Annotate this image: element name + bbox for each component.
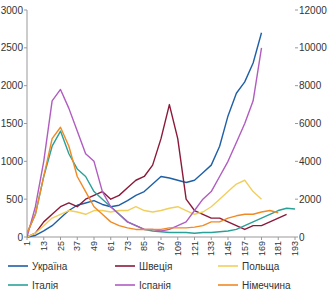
x-tick-label: 13 (39, 241, 49, 251)
x-tick-label: 61 (106, 241, 116, 251)
legend-swatch (218, 265, 238, 267)
legend-swatch (115, 284, 135, 286)
y-tick-label: 2500 (1, 42, 24, 53)
x-tick-label: 49 (89, 241, 99, 251)
y2-tick (295, 47, 298, 48)
legend-label: Швеція (139, 261, 172, 272)
y-tick (24, 10, 27, 11)
x-tick (194, 237, 195, 240)
chart: 0 500 1000 1500 2000 2500 3000 0 2000 4000 6000 800… (0, 0, 331, 295)
x-tick (43, 237, 44, 240)
x-tick (177, 237, 178, 240)
y-tick-label: 500 (6, 194, 23, 205)
x-tick-label: 145 (223, 241, 233, 256)
series-line (27, 48, 262, 237)
y2-tick-label: 6000 (299, 118, 322, 129)
y-tick-label: 3000 (1, 5, 24, 16)
y2-tick (295, 199, 298, 200)
x-tick-label: 181 (273, 241, 283, 256)
y-tick (24, 123, 27, 124)
legend-label: Україна (32, 261, 68, 272)
legend-swatch (115, 265, 135, 267)
x-tick-label: 97 (156, 241, 166, 251)
series-line (27, 105, 287, 237)
series-line (27, 180, 262, 237)
x-tick (261, 237, 262, 240)
x-tick (94, 237, 95, 240)
x-tick-label: 1 (22, 241, 32, 246)
x-tick (161, 237, 162, 240)
y-tick-label: 1500 (1, 118, 24, 129)
x-tick-label: 157 (240, 241, 250, 256)
x-tick (244, 237, 245, 240)
x-tick-label: 109 (173, 241, 183, 256)
x-tick (278, 237, 279, 240)
legend-label: Польща (242, 261, 280, 272)
x-tick-label: 73 (123, 241, 133, 251)
y-tick (24, 161, 27, 162)
y2-tick (295, 85, 298, 86)
x-tick-label: 169 (257, 241, 267, 256)
x-tick-label: 85 (139, 241, 149, 251)
legend-label: Італія (32, 280, 58, 291)
y-tick-label: 0 (17, 232, 23, 243)
x-tick-label: 25 (56, 241, 66, 251)
legend-label: Іспанія (139, 280, 171, 291)
x-tick (228, 237, 229, 240)
legend-swatch (8, 284, 28, 286)
x-tick (144, 237, 145, 240)
y2-tick-label: 10000 (299, 42, 327, 53)
x-tick (295, 237, 296, 240)
legend-swatch (218, 284, 238, 286)
x-tick-label: 121 (190, 241, 200, 256)
legend-swatch (8, 265, 28, 267)
y-tick (24, 85, 27, 86)
x-tick (110, 237, 111, 240)
y2-tick-label: 2000 (299, 194, 322, 205)
y-tick (24, 47, 27, 48)
x-tick-label: 133 (206, 241, 216, 256)
x-tick (60, 237, 61, 240)
y2-tick (295, 161, 298, 162)
y2-tick-label: 0 (299, 232, 305, 243)
plot-area (27, 33, 295, 237)
y2-tick (295, 123, 298, 124)
y-tick-label: 1000 (1, 156, 24, 167)
y2-tick (295, 10, 298, 11)
y2-tick-label: 8000 (299, 80, 322, 91)
series-line (27, 127, 278, 233)
x-tick-label: 37 (72, 241, 82, 251)
y2-tick-label: 12000 (299, 5, 327, 16)
x-tick (77, 237, 78, 240)
series-line (27, 131, 295, 233)
x-tick (127, 237, 128, 240)
y-tick (24, 199, 27, 200)
y2-tick-label: 4000 (299, 156, 322, 167)
y-tick-label: 2000 (1, 80, 24, 91)
x-tick-label: 193 (290, 241, 300, 256)
legend-label: Німеччина (242, 280, 291, 291)
x-tick (211, 237, 212, 240)
